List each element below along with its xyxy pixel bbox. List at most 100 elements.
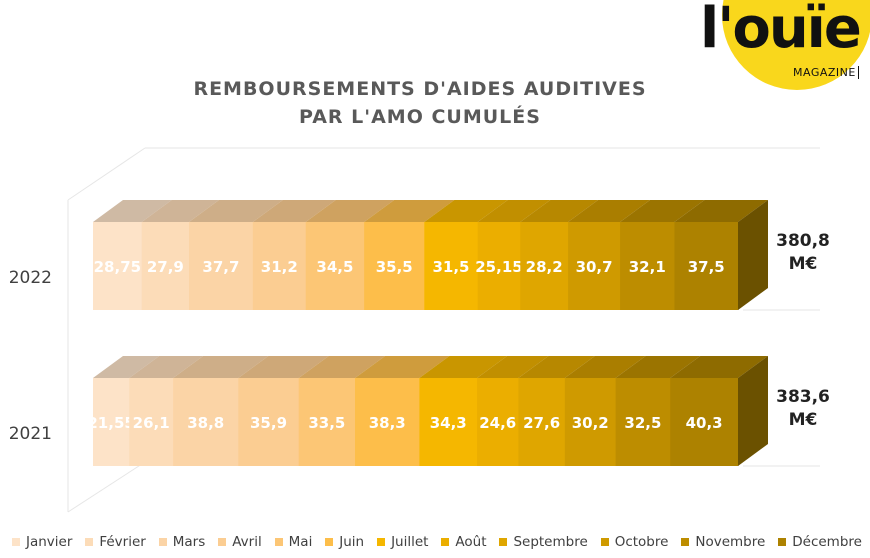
legend-item-Mai: Mai	[274, 534, 312, 550]
bar-segment-2021-Avril	[238, 378, 300, 466]
bar-top-2021-Mars	[173, 356, 269, 378]
legend-label: Mars	[172, 534, 206, 550]
bar-top-2022-Novembre	[620, 200, 705, 222]
chart-title-line-1: REMBOURSEMENTS D'AIDES AUDITIVES	[193, 78, 647, 100]
legend-item-Juillet: Juillet	[377, 534, 428, 550]
data-label-2021-Février: 26,1	[133, 414, 170, 432]
legend-swatch	[681, 538, 690, 546]
bar-segment-2022-Septembre	[520, 222, 569, 310]
legend-label: Août	[455, 534, 487, 550]
bar-segment-2022-Août	[477, 222, 521, 310]
data-label-2021-Décembre: 40,3	[686, 414, 723, 432]
data-label-2021-Juillet: 34,3	[430, 414, 467, 432]
data-label-2022-Janvier: 28,75	[94, 258, 141, 276]
bar-segment-2022-Octobre	[568, 222, 621, 310]
data-label-2022-Février: 27,9	[147, 258, 184, 276]
data-label-2022-Juillet: 31,5	[432, 258, 469, 276]
legend-item-Avril: Avril	[218, 534, 262, 550]
legend-item-Juin: Juin	[325, 534, 364, 550]
bar-top-2021-Novembre	[615, 356, 701, 378]
logo: l'ouïe	[700, 0, 862, 61]
bar-top-2021-Janvier	[93, 356, 160, 378]
data-label-2021-Juin: 38,3	[369, 414, 406, 432]
bar-segment-2021-Février	[129, 378, 174, 466]
axis-floor	[67, 461, 146, 513]
bar-top-2022-Juillet	[424, 200, 508, 222]
legend-swatch	[499, 538, 508, 546]
total-value-2021: 383,6	[776, 387, 830, 407]
bar-side-2022	[738, 200, 768, 310]
bar-segment-2022-Mars	[188, 222, 254, 310]
data-label-2021-Janvier: 21,55	[87, 414, 134, 432]
data-label-2022-Novembre: 32,1	[629, 258, 666, 276]
bar-segment-2021-Décembre	[670, 378, 739, 466]
legend-label: Octobre	[614, 534, 669, 550]
bar-segment-2022-Décembre	[674, 222, 739, 310]
data-label-2022-Décembre: 37,5	[688, 258, 725, 276]
bar-segment-2021-Mars	[173, 378, 239, 466]
bar-top-2022-Janvier	[93, 200, 172, 222]
bar-top-2021-Décembre	[670, 356, 768, 378]
axis-wall-top	[67, 147, 146, 201]
legend-label: Janvier	[26, 534, 73, 550]
legend-swatch	[158, 538, 167, 546]
bar-segment-2021-Août	[477, 378, 519, 466]
legend-swatch	[325, 538, 334, 546]
legend-item-Septembre: Septembre	[499, 534, 588, 550]
data-label-2022-Octobre: 30,7	[576, 258, 613, 276]
bar-top-2021-Août	[477, 356, 549, 378]
legend-swatch	[377, 538, 386, 546]
bar-top-2021-Mai	[298, 356, 386, 378]
bar-top-2021-Juillet	[419, 356, 508, 378]
total-unit-2022: M€	[789, 254, 818, 274]
bar-side-2021	[738, 356, 768, 466]
legend-item-Février: Février	[85, 534, 146, 550]
legend-swatch	[441, 538, 450, 546]
data-label-2022-Mai: 34,5	[316, 258, 353, 276]
bar-segment-2021-Novembre	[615, 378, 671, 466]
bar-top-2022-Juin	[364, 200, 455, 222]
category-label-2022: 2022	[9, 268, 52, 288]
legend-label: Novembre	[695, 534, 766, 550]
bar-segment-2022-Mai	[305, 222, 365, 310]
data-label-2022-Mars: 37,7	[202, 258, 239, 276]
data-label-2022-Juin: 35,5	[376, 258, 413, 276]
legend-item-Mars: Mars	[158, 534, 206, 550]
legend-label: Février	[99, 534, 146, 550]
bar-segment-2022-Novembre	[620, 222, 675, 310]
bar-segment-2021-Mai	[298, 378, 356, 466]
total-unit-2021: M€	[789, 410, 818, 430]
data-label-2022-Août: 25,15	[475, 258, 522, 276]
bar-top-2021-Octobre	[564, 356, 646, 378]
total-value-2022: 380,8	[776, 231, 830, 251]
legend-swatch	[274, 538, 283, 546]
bar-top-2021-Avril	[238, 356, 329, 378]
legend-label: Septembre	[513, 534, 588, 550]
legend-swatch	[218, 538, 227, 546]
bar-segment-2021-Septembre	[518, 378, 566, 466]
legend-label: Juillet	[391, 534, 429, 550]
legend-label: Avril	[232, 534, 262, 550]
legend-swatch	[778, 538, 787, 546]
data-label-2021-Avril: 35,9	[250, 414, 287, 432]
bar-segment-2021-Octobre	[564, 378, 617, 466]
bar-segment-2021-Juin	[355, 378, 420, 466]
bar-segment-2022-Janvier	[93, 222, 143, 310]
data-label-2021-Octobre: 30,2	[572, 414, 609, 432]
data-label-2021-Novembre: 32,5	[624, 414, 661, 432]
legend: Janvier Février Mars Avril Mai Juin Juillet Aoû…	[12, 534, 862, 550]
data-label-2021-Mai: 33,5	[308, 414, 345, 432]
data-label-2021-Août: 24,6	[479, 414, 516, 432]
legend-item-Janvier: Janvier	[12, 534, 72, 550]
bar-top-2022-Septembre	[520, 200, 599, 222]
bar-top-2022-Août	[477, 200, 551, 222]
bar-top-2022-Mars	[188, 200, 283, 222]
bar-top-2022-Mai	[305, 200, 395, 222]
data-label-2022-Septembre: 28,2	[526, 258, 563, 276]
bar-segment-2022-Février	[141, 222, 190, 310]
bar-segment-2022-Avril	[252, 222, 307, 310]
legend-label: Juin	[339, 534, 365, 550]
category-label-2021: 2021	[9, 424, 52, 444]
legend-swatch	[85, 538, 94, 546]
